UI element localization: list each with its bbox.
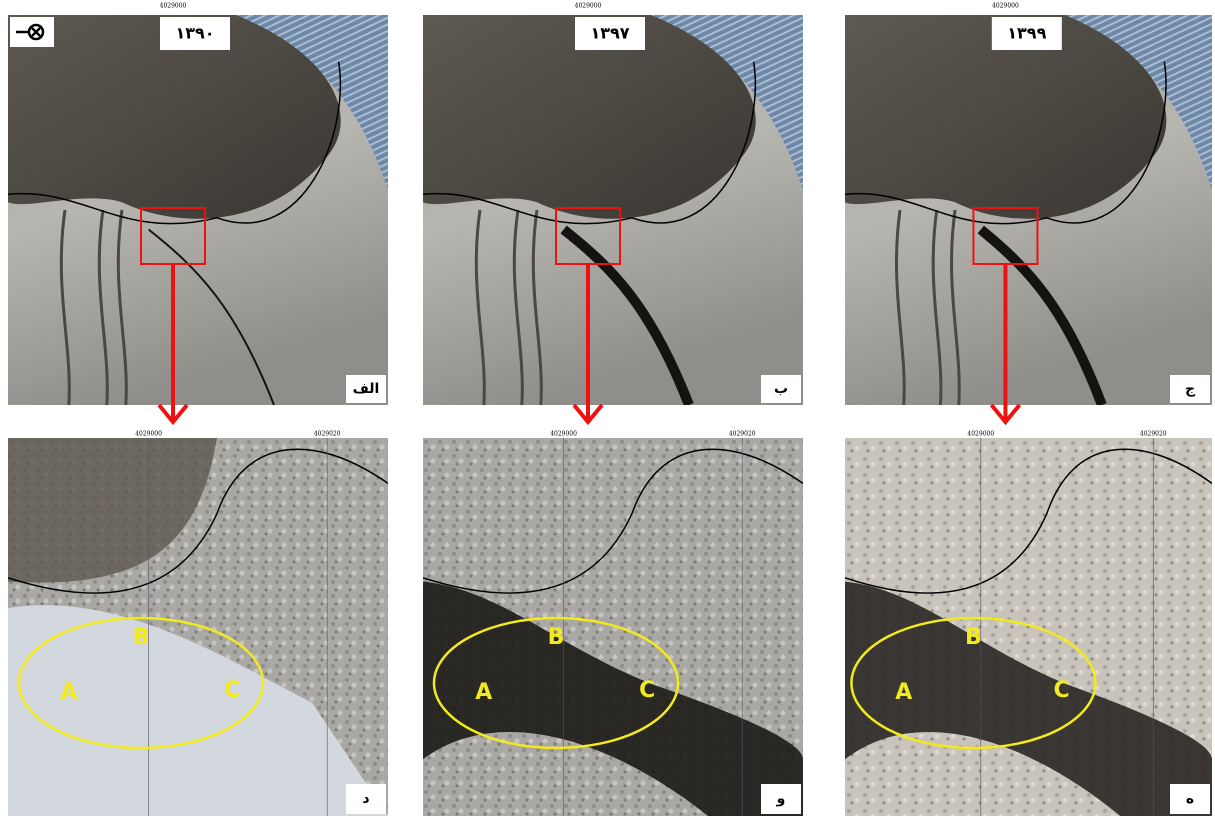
gully-shadow	[423, 581, 803, 816]
coord-label: 4029000	[967, 431, 994, 438]
boundary	[845, 61, 1167, 225]
overview-panel: ۱۳۹۹ ج 4029000	[845, 3, 1212, 426]
dark-area	[8, 438, 217, 583]
overview-panel: ۱۳۹۷ ب 4029000	[423, 3, 803, 426]
image	[845, 15, 1212, 405]
label-box	[761, 375, 801, 403]
coord-label: 4029020	[314, 431, 341, 438]
image	[423, 15, 803, 405]
detail-panel: A B C 4029000 4029020 ه	[845, 431, 1212, 816]
crack	[147, 228, 275, 405]
boundary	[8, 61, 342, 225]
crack	[977, 225, 1107, 405]
panel-label: و	[776, 791, 786, 807]
boundary	[8, 448, 388, 594]
arrow-head	[989, 403, 1021, 426]
gully	[931, 209, 943, 405]
boundary	[423, 448, 803, 594]
point-label: B	[548, 625, 565, 650]
dark-slope	[8, 15, 341, 219]
panel-label: الف	[353, 381, 380, 397]
point-label: C	[1053, 678, 1069, 703]
focus-ellipse	[17, 616, 265, 750]
image	[845, 438, 1212, 816]
gully	[59, 209, 71, 405]
year-box	[991, 17, 1062, 50]
coord-label: 4029000	[550, 431, 577, 438]
label-box	[346, 375, 386, 403]
gully	[950, 209, 961, 405]
point-label: C	[224, 678, 240, 703]
year-box	[160, 17, 230, 50]
arrow-head	[157, 403, 189, 426]
gully	[474, 209, 486, 405]
coord-label: 4029000	[135, 431, 162, 438]
focus-ellipse	[850, 616, 1097, 750]
coord-label: 4029000	[160, 3, 187, 10]
coord-label: 4029020	[1140, 431, 1167, 438]
point-label: B	[133, 625, 150, 650]
year-box	[575, 17, 645, 50]
year-label: ۱۳۹۹	[1007, 24, 1046, 43]
point-label: C	[639, 678, 655, 703]
boundary	[845, 448, 1212, 594]
point-label: B	[965, 625, 982, 650]
image	[8, 15, 388, 405]
panel-label: ه	[1186, 791, 1194, 807]
arrow-head	[572, 403, 604, 426]
year-label: ۱۳۹۷	[590, 24, 629, 43]
point-label: A	[895, 680, 912, 705]
year-label: ۱۳۹۰	[175, 24, 214, 43]
point-label: A	[475, 680, 492, 705]
boundary	[423, 61, 757, 225]
detail-panel: A B C 4029000 4029020 و	[423, 431, 803, 816]
label-box	[761, 784, 801, 814]
gully-shadow	[845, 581, 1212, 816]
detail-panel: A B C 4029000 4029020 د	[8, 431, 388, 816]
crack	[560, 225, 694, 405]
panel-label: ب	[774, 381, 788, 397]
panel-label: ج	[1185, 381, 1196, 397]
coord-label: 4029000	[575, 3, 602, 10]
north-arrow	[16, 27, 41, 37]
gully	[512, 209, 524, 405]
point-label: A	[60, 680, 77, 705]
water	[1065, 15, 1212, 191]
light-area	[8, 605, 388, 816]
gully	[97, 209, 109, 405]
gully	[531, 209, 543, 405]
water	[651, 15, 803, 191]
overview-panel: ۱۳۹۰ الف 4029000	[8, 3, 388, 426]
panel-label: د	[362, 791, 369, 807]
coord-label: 4029020	[729, 431, 756, 438]
gully	[116, 209, 128, 405]
dark-slope	[423, 15, 756, 219]
focus-ellipse	[432, 616, 680, 750]
image	[8, 438, 388, 816]
gully	[895, 209, 906, 405]
label-box	[1170, 784, 1210, 814]
dark-slope	[845, 15, 1167, 219]
label-box	[1170, 375, 1210, 403]
image	[423, 438, 803, 816]
coord-label: 4029000	[992, 3, 1019, 10]
label-box	[346, 784, 386, 814]
water	[236, 15, 388, 191]
